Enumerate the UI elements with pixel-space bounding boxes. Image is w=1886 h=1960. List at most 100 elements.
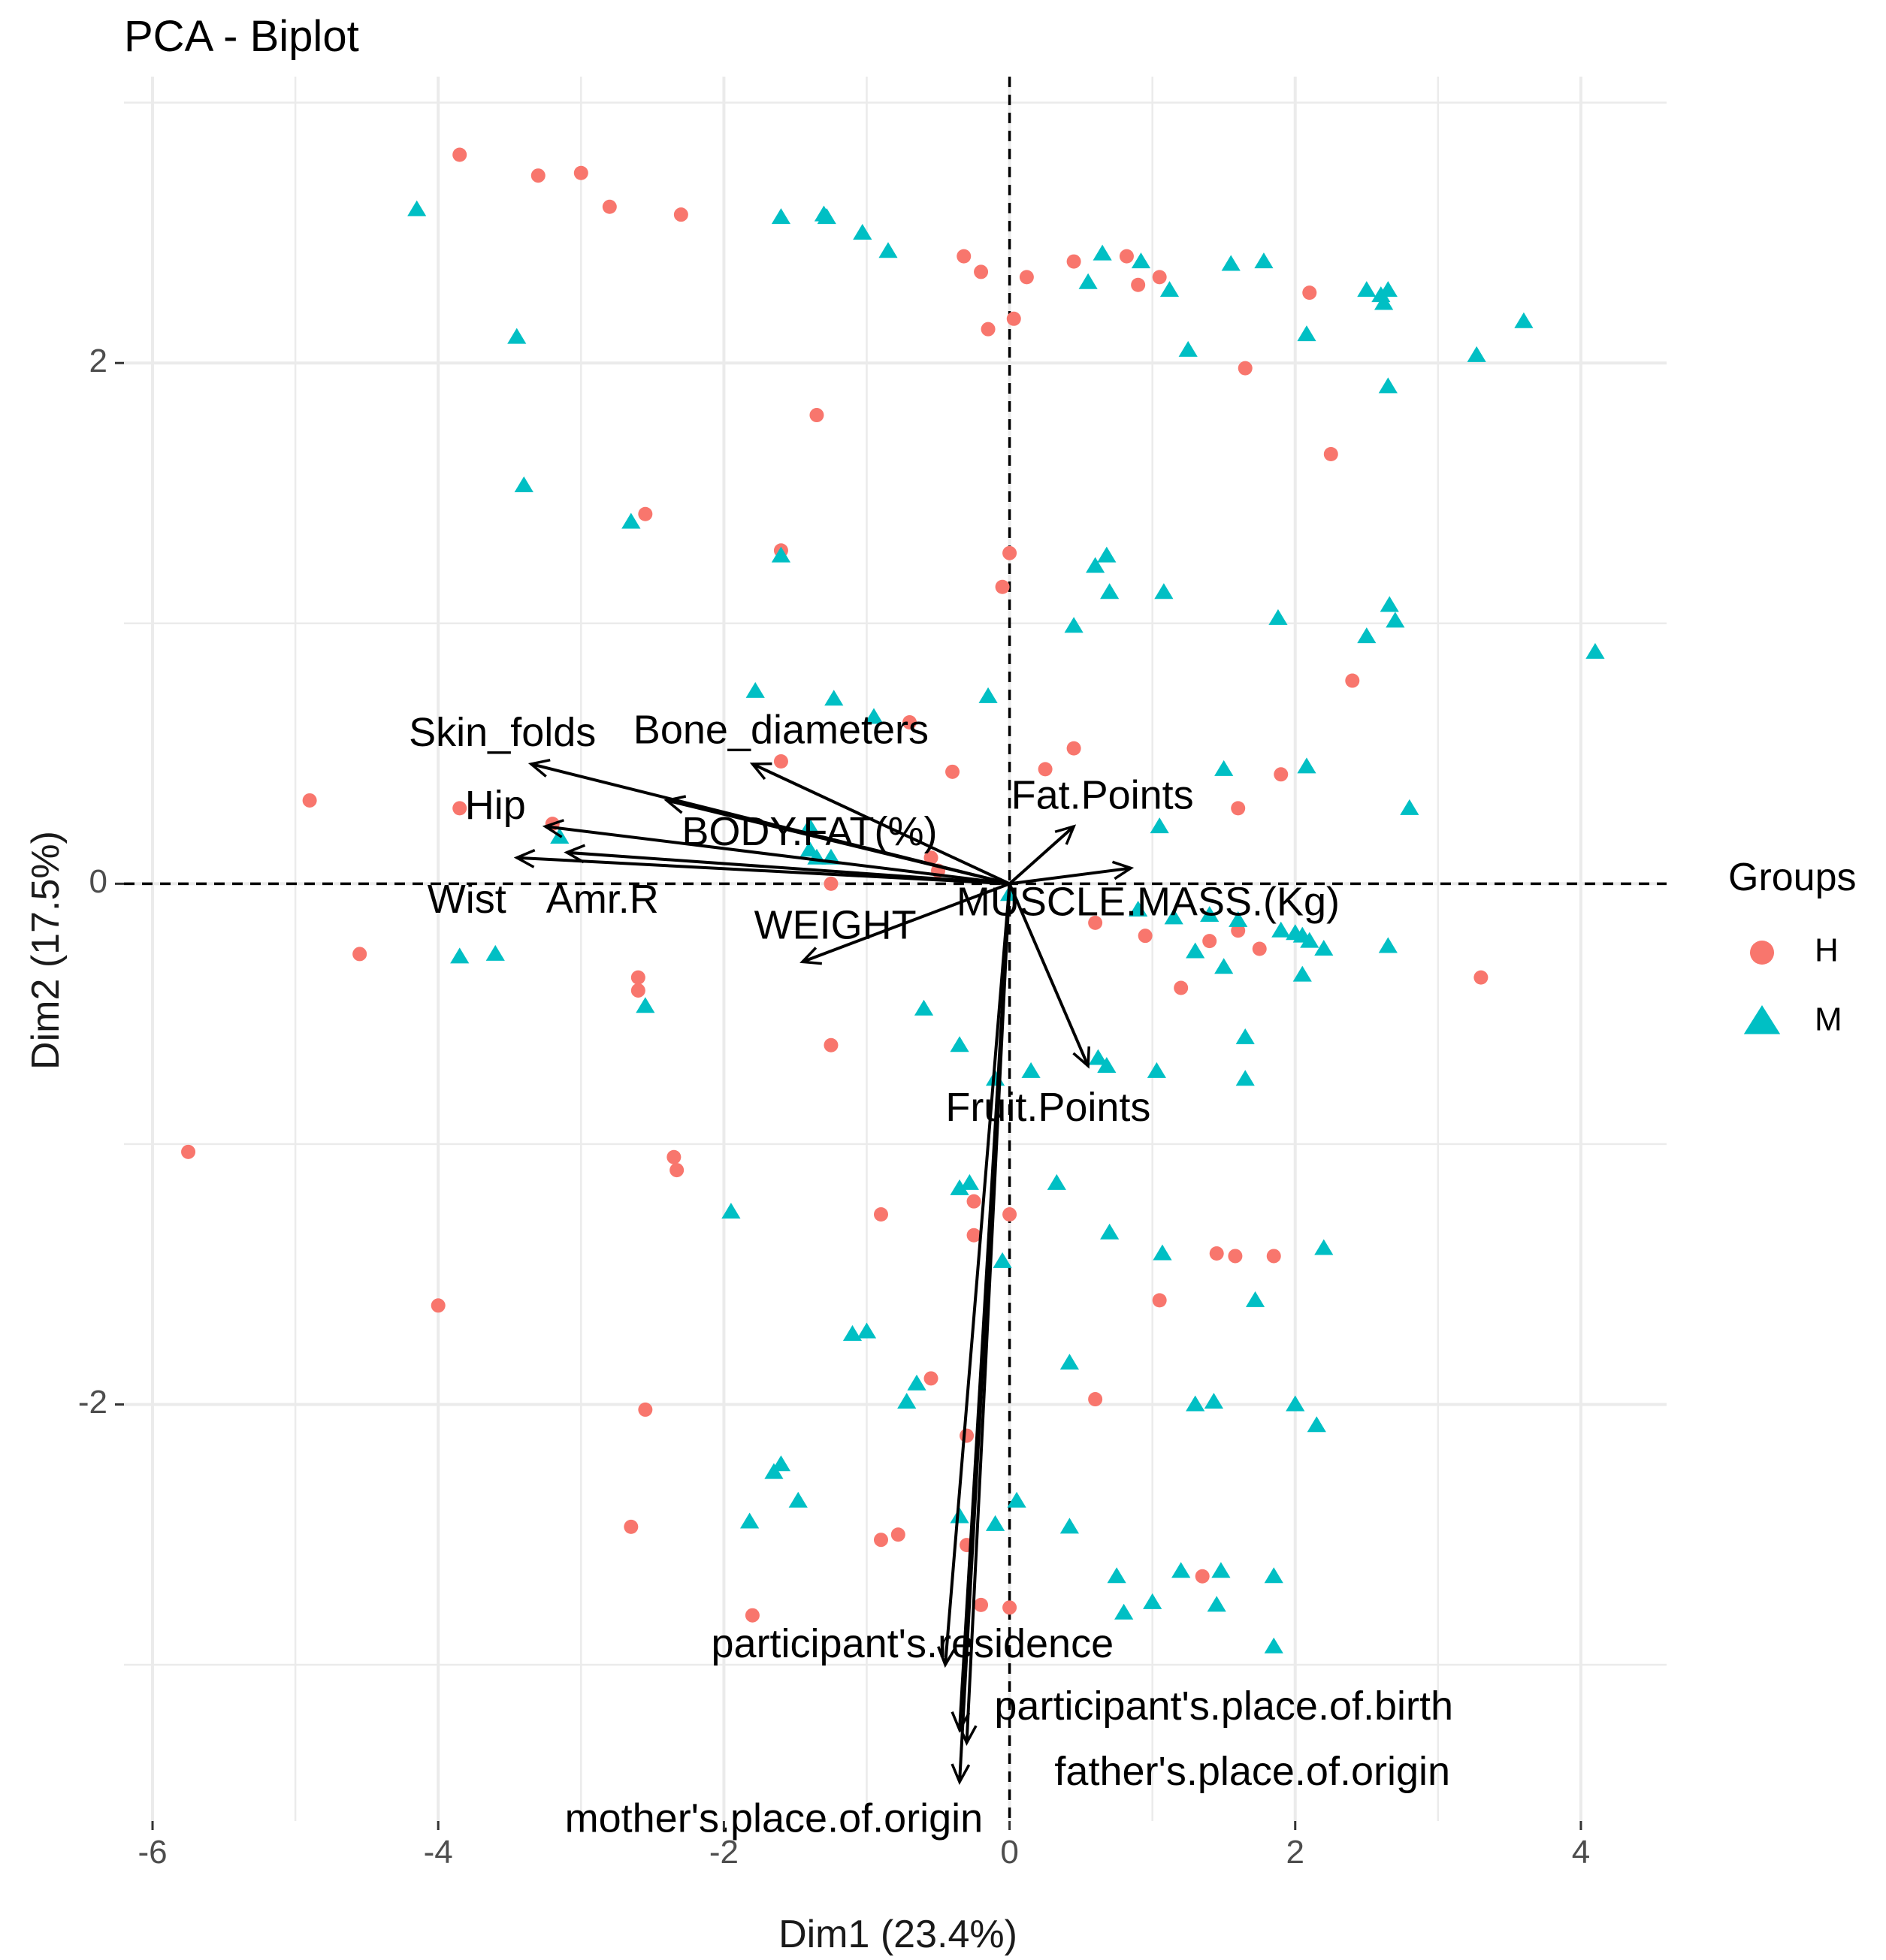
data-point-H [1019,270,1034,285]
arrow-shaft [958,883,1011,1783]
arrow-head [1072,1046,1090,1069]
data-point-M [1207,1596,1226,1612]
data-point-H [666,1149,682,1164]
variable-label: participant's.place.of.birth [994,1684,1453,1729]
data-point-M [914,999,934,1016]
data-point-H [809,408,824,423]
arrow-shaft [751,763,1011,886]
data-point-M [842,1324,863,1341]
data-point-M [1221,255,1241,271]
data-point-H [302,793,317,808]
y-tick-label: -2 [78,1384,107,1421]
x-tick-label: 2 [1286,1834,1304,1871]
arrow-head [1111,860,1135,880]
data-point-M [771,546,791,563]
data-point-H [960,1428,975,1443]
x-tick-label: -2 [709,1834,739,1871]
y-axis-ticks: -2 0 2 [78,343,124,1421]
data-point-M [507,328,527,344]
data-point-M [1186,1395,1205,1412]
data-point-H [966,1228,981,1243]
data-point-M [1131,252,1151,269]
data-point-M [1204,1393,1224,1409]
data-point-M [1374,294,1394,310]
data-point-H [673,207,688,222]
data-point-H [1066,254,1081,269]
chart-title: PCA - Biplot [124,12,359,61]
data-point-H [1066,741,1081,756]
y-tick-label: 2 [89,343,107,379]
variable-label: mother's.place.of.origin [565,1795,984,1841]
variable-arrow [542,819,1010,886]
variable-label: MUSCLE.MASS.(Kg) [957,879,1340,924]
data-point-M [1357,281,1377,297]
data-point-M [1380,596,1399,612]
arrow-shaft [1008,825,1075,885]
data-point-M [1093,244,1112,261]
x-axis-label: Dim1 (23.4%) [778,1913,1017,1956]
data-point-H [824,876,839,891]
legend-entry-H: H [1750,932,1839,969]
data-point-H [638,1402,653,1417]
data-point-M [897,1393,917,1409]
data-point-M [1186,942,1205,959]
variable-label: Wist [428,877,506,922]
data-point-H [530,168,546,183]
data-point-M [764,1463,784,1479]
variable-arrow [937,883,1011,1669]
data-point-M [745,681,765,698]
variable-arrows [513,758,1135,1786]
data-point-M [1021,1062,1041,1078]
data-point-H [1002,1600,1017,1615]
data-point-M [1235,1070,1255,1086]
data-point-H [630,970,645,985]
data-point-M [1078,273,1098,289]
data-point-H [1266,1249,1281,1264]
data-point-H [890,1527,905,1542]
data-point-M [1271,921,1291,938]
data-point-M [450,947,470,964]
data-point-M [1268,609,1288,625]
data-point-H [1088,1392,1103,1407]
variable-label: father's.place.of.origin [1054,1749,1450,1794]
data-point-M [1107,1567,1126,1584]
data-point-H [1209,1246,1224,1261]
data-point-M [407,200,427,216]
data-point-H [181,1144,196,1159]
data-point-H [1302,285,1317,300]
variable-arrow [1008,824,1077,885]
data-point-M [1467,346,1486,362]
data-point-H [995,579,1010,594]
x-tick-label: -4 [424,1834,453,1871]
data-point-M [1286,1395,1305,1412]
data-point-M [1147,1062,1166,1078]
data-point-M [824,690,844,706]
data-point-H [669,1163,685,1178]
data-point-M [1154,583,1174,599]
data-point-M [1357,627,1377,644]
data-point-H [824,1037,839,1052]
data-point-M [1297,325,1316,342]
data-point-M [1245,1291,1265,1307]
data-point-H [966,1194,981,1209]
data-point-M [1386,612,1405,628]
data-point-M [1047,1173,1066,1190]
zero-reference-lines [124,77,1667,1821]
variable-label: Amr.R [546,877,659,922]
data-point-M [1200,905,1220,922]
legend-entries: HM [1743,932,1842,1038]
data-point-M [1400,799,1419,815]
variable-label: WEIGHT [754,903,917,948]
variable-label: Bone_diameters [633,708,929,753]
arrow-head [1054,824,1077,845]
variable-arrow [799,882,1011,965]
data-point-M [1211,1562,1231,1578]
data-point-M [1378,281,1398,297]
x-axis-ticks: -6 -4 -2 0 2 4 [138,1821,1590,1871]
x-tick-label: -6 [138,1834,167,1871]
variable-arrow [1009,860,1135,886]
data-point-H [431,1298,446,1313]
data-point-H [1131,277,1146,292]
data-point-M [1153,1244,1172,1261]
